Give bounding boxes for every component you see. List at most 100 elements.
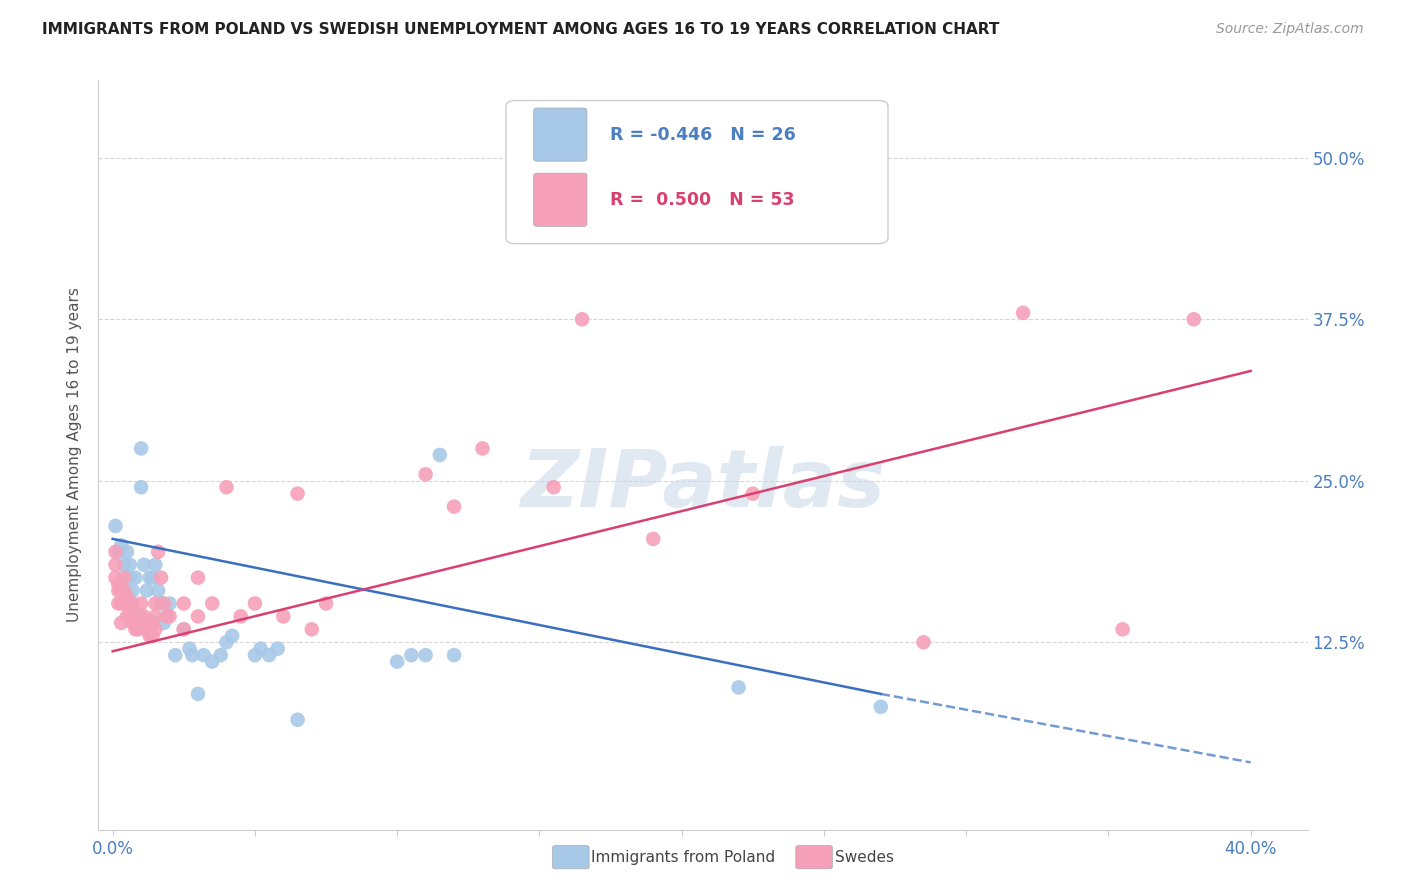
Point	[273, 609, 295, 624]
Point	[124, 615, 146, 630]
Point	[741, 486, 763, 500]
Text: Swedes: Swedes	[835, 850, 894, 864]
Point	[159, 609, 181, 624]
Point	[187, 571, 209, 585]
Point	[107, 597, 129, 611]
Point	[287, 486, 309, 500]
Point	[201, 655, 224, 669]
Point	[118, 609, 141, 624]
Point	[127, 609, 149, 624]
Point	[121, 597, 143, 611]
Point	[471, 442, 494, 456]
Point	[110, 583, 132, 598]
Point	[1182, 312, 1205, 326]
Point	[571, 312, 593, 326]
Point	[107, 545, 129, 559]
Point	[1012, 306, 1035, 320]
Point	[107, 577, 129, 591]
Point	[153, 615, 176, 630]
Point	[415, 467, 437, 482]
Text: Source: ZipAtlas.com: Source: ZipAtlas.com	[1216, 22, 1364, 37]
Point	[215, 480, 238, 494]
Point	[110, 597, 132, 611]
Point	[727, 681, 749, 695]
Point	[1111, 623, 1133, 637]
Point	[266, 641, 288, 656]
Point	[257, 648, 280, 662]
Point	[150, 597, 173, 611]
Point	[159, 597, 181, 611]
Point	[127, 609, 149, 624]
Point	[153, 597, 176, 611]
Point	[165, 648, 187, 662]
Point	[193, 648, 215, 662]
FancyBboxPatch shape	[534, 108, 586, 161]
Point	[209, 648, 232, 662]
Point	[138, 623, 160, 637]
Point	[243, 597, 266, 611]
Point	[146, 545, 169, 559]
Point	[129, 480, 152, 494]
Point	[215, 635, 238, 649]
Point	[121, 603, 143, 617]
Point	[127, 623, 149, 637]
Point	[143, 623, 166, 637]
Point	[104, 558, 127, 572]
Point	[249, 641, 271, 656]
Point	[143, 609, 166, 624]
Point	[685, 189, 707, 203]
Point	[415, 648, 437, 662]
Point	[187, 609, 209, 624]
Point	[115, 545, 138, 559]
Point	[115, 609, 138, 624]
Point	[869, 699, 891, 714]
Point	[118, 558, 141, 572]
Point	[112, 558, 135, 572]
Point	[135, 623, 157, 637]
Point	[143, 558, 166, 572]
Text: ZIPatlas: ZIPatlas	[520, 446, 886, 524]
Point	[104, 519, 127, 533]
Point	[179, 641, 201, 656]
Point	[429, 448, 451, 462]
Text: R =  0.500   N = 53: R = 0.500 N = 53	[610, 191, 794, 209]
Point	[173, 623, 195, 637]
Point	[141, 615, 163, 630]
Point	[181, 648, 204, 662]
Point	[124, 571, 146, 585]
Point	[118, 597, 141, 611]
Point	[107, 583, 129, 598]
Point	[141, 629, 163, 643]
Point	[138, 571, 160, 585]
Text: IMMIGRANTS FROM POLAND VS SWEDISH UNEMPLOYMENT AMONG AGES 16 TO 19 YEARS CORRELA: IMMIGRANTS FROM POLAND VS SWEDISH UNEMPL…	[42, 22, 1000, 37]
Point	[221, 629, 243, 643]
Point	[201, 597, 224, 611]
Point	[121, 615, 143, 630]
Point	[104, 571, 127, 585]
Point	[287, 713, 309, 727]
Point	[401, 648, 423, 662]
Point	[129, 597, 152, 611]
Point	[156, 609, 179, 624]
Point	[138, 629, 160, 643]
Point	[443, 500, 465, 514]
Point	[112, 583, 135, 598]
Point	[141, 571, 163, 585]
Point	[110, 538, 132, 552]
Point	[385, 655, 408, 669]
Point	[132, 609, 155, 624]
Point	[121, 609, 143, 624]
Point	[443, 648, 465, 662]
Point	[173, 623, 195, 637]
Point	[129, 609, 152, 624]
Point	[301, 623, 323, 637]
Point	[129, 442, 152, 456]
Y-axis label: Unemployment Among Ages 16 to 19 years: Unemployment Among Ages 16 to 19 years	[67, 287, 83, 623]
Point	[121, 583, 143, 598]
Text: Immigrants from Poland: Immigrants from Poland	[591, 850, 775, 864]
Point	[187, 687, 209, 701]
Point	[912, 635, 935, 649]
Point	[243, 648, 266, 662]
FancyBboxPatch shape	[506, 101, 889, 244]
Point	[543, 480, 565, 494]
